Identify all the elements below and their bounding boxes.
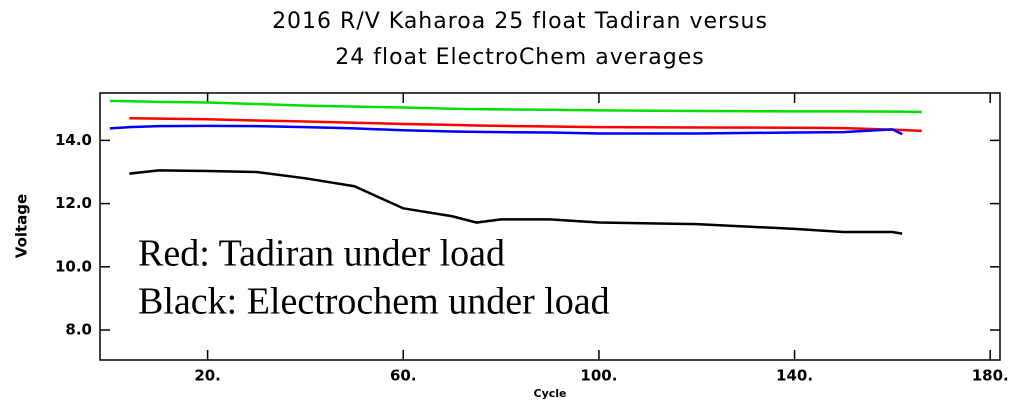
- y-axis-label: Voltage: [13, 194, 31, 258]
- series-line: [129, 169, 903, 235]
- series-line: [129, 117, 922, 133]
- x-tick-label: 60.: [390, 367, 417, 385]
- annotation: Red: Tadiran under load: [138, 233, 505, 275]
- y-tick-label: 14.0: [55, 131, 92, 149]
- y-tick-label: 12.0: [55, 194, 92, 212]
- annotation: Black: Electrochem under load: [138, 281, 610, 323]
- chart-title: 2016 R/V Kaharoa 25 float Tadiran versus: [272, 9, 768, 34]
- series-line: [109, 124, 903, 136]
- x-tick-label: 140.: [776, 367, 813, 385]
- x-axis-label: Cycle: [534, 387, 567, 400]
- series-line: [109, 99, 922, 114]
- chart-subtitle: 24 float ElectroChem averages: [335, 45, 704, 70]
- x-tick-label: 20.: [194, 367, 221, 385]
- y-tick-label: 8.0: [65, 320, 92, 338]
- x-tick-label: 180.: [972, 367, 1009, 385]
- plot-frame: [99, 92, 1001, 361]
- x-tick-label: 100.: [580, 367, 617, 385]
- y-tick-label: 10.0: [55, 257, 92, 275]
